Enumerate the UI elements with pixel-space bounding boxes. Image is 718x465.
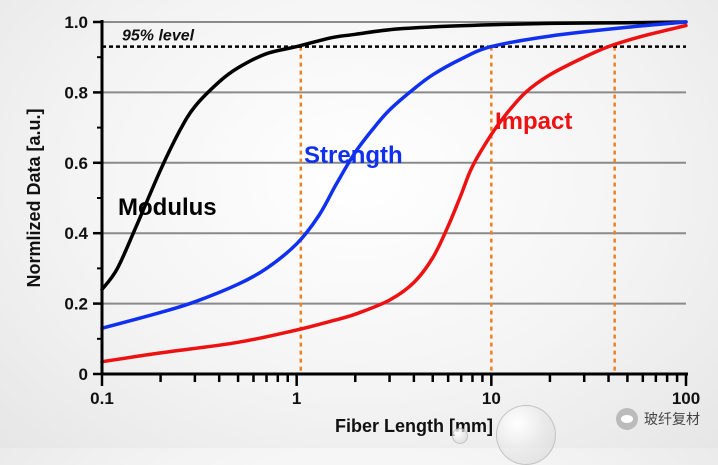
curves (102, 22, 686, 362)
reference-line-label: 95% level (122, 28, 195, 45)
x-tick-label: 0.1 (90, 389, 114, 408)
chart: 95% level 0 0.2 0.4 0.6 0.8 1.0 0.1 1 10 100 Fibe… (0, 0, 718, 448)
y-tick-label: 0.4 (64, 224, 88, 243)
wechat-icon (616, 408, 638, 430)
x-tick-label: 100 (672, 389, 700, 408)
x-tick-label: 10 (482, 389, 501, 408)
series-label-impact: Impact (495, 108, 572, 135)
watermark-text: 玻纤复材 (644, 409, 700, 429)
decorative-bubble-large (496, 405, 556, 465)
series-label-strength: Strength (304, 142, 403, 169)
y-tick-label: 0 (79, 365, 88, 384)
vertical-markers (301, 47, 615, 374)
y-axis-title: Normlized Data [a.u.] (24, 108, 44, 287)
y-tick-label: 0.2 (64, 295, 88, 314)
series-label-modulus: Modulus (118, 194, 217, 221)
watermark: 玻纤复材 (616, 408, 700, 430)
x-tick-label: 1 (292, 389, 301, 408)
y-tick-label: 0.6 (64, 154, 88, 173)
series-line-strength (102, 22, 686, 328)
decorative-bubble-small (452, 428, 468, 444)
y-tick-label: 1.0 (64, 13, 88, 32)
y-tick-label: 0.8 (64, 83, 88, 102)
x-axis-title: Fiber Length [mm] (335, 416, 493, 436)
